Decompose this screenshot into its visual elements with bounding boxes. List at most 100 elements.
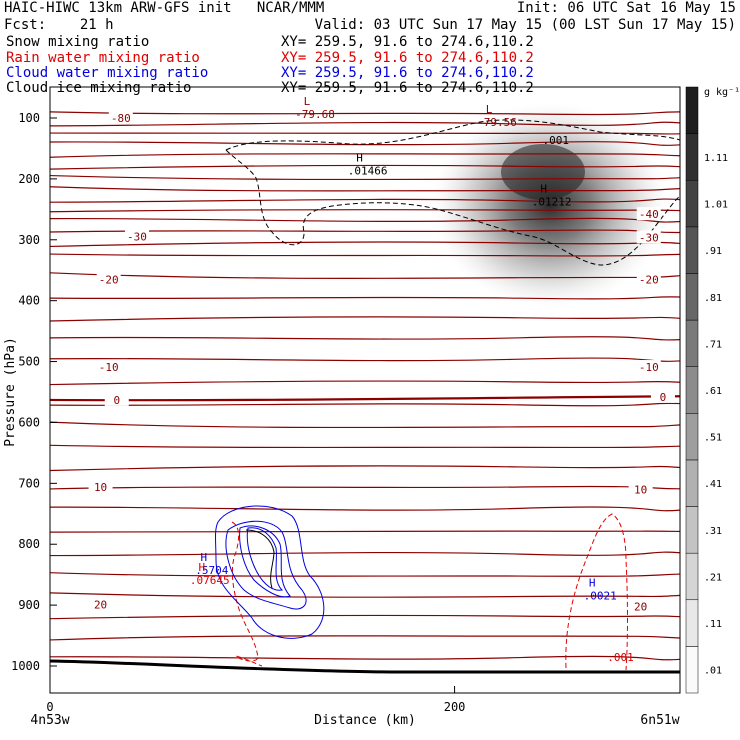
y-tick-label: 800	[18, 537, 40, 551]
snow-contour-top	[225, 119, 680, 151]
isotherm-line	[50, 198, 680, 203]
label-mask	[124, 229, 149, 243]
isotherm-label: -30	[639, 231, 659, 244]
isotherm-label: -20	[99, 273, 119, 286]
label-mask	[88, 597, 113, 611]
isotherm-label: 0	[113, 394, 120, 407]
label-mask	[628, 599, 653, 613]
isotherm-line	[50, 444, 680, 449]
isotherm-line	[50, 296, 680, 300]
field-label-cloud-water: Cloud water mixing ratio	[6, 65, 209, 81]
extremum-value: .07645	[190, 574, 230, 587]
colorbar: .01 .11 .21 .31 .41 .51 .61 .71 .81 .91 1.01 1.11	[685, 86, 728, 694]
header-init: Init: 06 UTC Sat 16 May 15	[516, 0, 736, 16]
label-mask	[628, 482, 653, 496]
colorbar-label: .91	[704, 246, 722, 257]
colorbar-unit: g kg⁻¹	[704, 87, 740, 98]
isotherm-label: -30	[127, 231, 147, 244]
colorbar-label: .71	[704, 339, 722, 350]
header-valid: Valid: 03 UTC Sun 17 May 15 (00 LST Sun …	[314, 17, 736, 33]
isotherm-line	[50, 506, 680, 512]
y-tick-label: 500	[18, 355, 40, 369]
isotherm-line	[50, 380, 680, 386]
isotherm-line	[50, 186, 680, 192]
pressure-axis: 100 200 300 400 500 600 700 800 900 1000	[11, 111, 57, 673]
colorbar-label: .81	[704, 293, 722, 304]
isotherm-line	[50, 592, 680, 598]
colorbar-label: .01	[704, 666, 722, 677]
isotherm-label: -80	[111, 112, 131, 125]
temperature-contour-labels: -80 -30 -20 -10 0 10 20 -40 -30 -20 -10 0 10 20	[88, 111, 675, 613]
isotherm-label: -10	[639, 361, 659, 374]
cloud-ice-contour	[245, 529, 275, 589]
isotherm-line	[50, 121, 680, 127]
label-mask	[636, 207, 661, 221]
extremum-marker: H	[356, 152, 363, 165]
isotherm-line	[50, 421, 680, 429]
colorbar-swatch	[685, 599, 699, 647]
isotherm-line	[50, 141, 680, 146]
colorbar-swatch	[685, 552, 699, 601]
y-tick-label: 600	[18, 415, 40, 429]
isotherm-line	[50, 655, 680, 661]
rain-contour-right	[565, 513, 628, 671]
colorbar-label: .51	[704, 433, 722, 444]
isotherm-line	[50, 530, 680, 533]
y-tick-label: 900	[18, 598, 40, 612]
cloud-water-contour-2	[225, 520, 307, 610]
isotherm-line	[50, 316, 680, 322]
y-tick-label: 300	[18, 233, 40, 247]
extremum-value: .01212	[532, 196, 572, 209]
isotherm-line	[50, 111, 680, 116]
label-mask	[104, 392, 129, 406]
isotherm-line	[50, 253, 680, 257]
extremum-marker: H	[540, 183, 547, 196]
cloud-water-contour-3	[239, 525, 291, 598]
field-label-rain: Rain water mixing ratio	[6, 50, 200, 66]
y-tick-label: 200	[18, 172, 40, 186]
y-axis-label: Pressure (hPa)	[3, 337, 18, 447]
colorbar-swatch	[685, 459, 699, 507]
isotherm-line	[50, 465, 680, 472]
hydrometeor-contours	[215, 119, 680, 671]
x-tick-label: 0	[46, 700, 53, 714]
field-xy-cloud-ice: XY= 259.5, 91.6 to 274.6,110.2	[281, 80, 534, 96]
label-mask	[636, 272, 661, 286]
extremum-marker: L	[304, 95, 311, 108]
colorbar-label: 1.01	[704, 200, 728, 211]
isotherm-line	[50, 635, 680, 641]
y-tick-label: 700	[18, 476, 40, 490]
isotherm-line	[50, 614, 680, 620]
label-mask	[108, 111, 133, 124]
isotherm-label: 20	[634, 600, 647, 613]
label-mask	[96, 272, 121, 286]
colorbar-swatch	[685, 319, 699, 367]
isotherm-line	[50, 485, 680, 490]
extremum-value: .001	[607, 651, 634, 664]
colorbar-swatch	[685, 179, 699, 228]
extremum-value: -79.68	[295, 108, 335, 121]
colorbar-label: .21	[704, 572, 722, 583]
field-label-snow: Snow mixing ratio	[6, 34, 150, 50]
x-axis-label: Distance (km)	[314, 713, 416, 728]
colorbar-label: 1.11	[704, 153, 728, 164]
isotherm-line	[50, 357, 680, 362]
cloud-water-contour-4	[246, 527, 284, 591]
header-forecast: Fcst: 21 h	[4, 17, 114, 33]
plot-frame	[49, 86, 681, 694]
extremum-value: -79.56	[477, 116, 517, 129]
extremum-value: .5704	[195, 564, 228, 577]
terrain-line	[49, 659, 680, 674]
extremum-marker: L	[486, 103, 493, 116]
colorbar-label: .31	[704, 526, 722, 537]
field-xy-rain: XY= 259.5, 91.6 to 274.6,110.2	[281, 50, 534, 66]
isotherm-line	[50, 572, 680, 577]
isotherm-line	[50, 551, 680, 557]
label-mask	[88, 479, 113, 493]
isotherm-label: 20	[94, 599, 107, 612]
colorbar-swatch	[685, 273, 699, 321]
y-tick-label: 400	[18, 294, 40, 308]
y-tick-label: 1000	[11, 659, 40, 673]
field-xy-snow: XY= 259.5, 91.6 to 274.6,110.2	[281, 34, 534, 50]
isotherm-line	[50, 402, 680, 407]
